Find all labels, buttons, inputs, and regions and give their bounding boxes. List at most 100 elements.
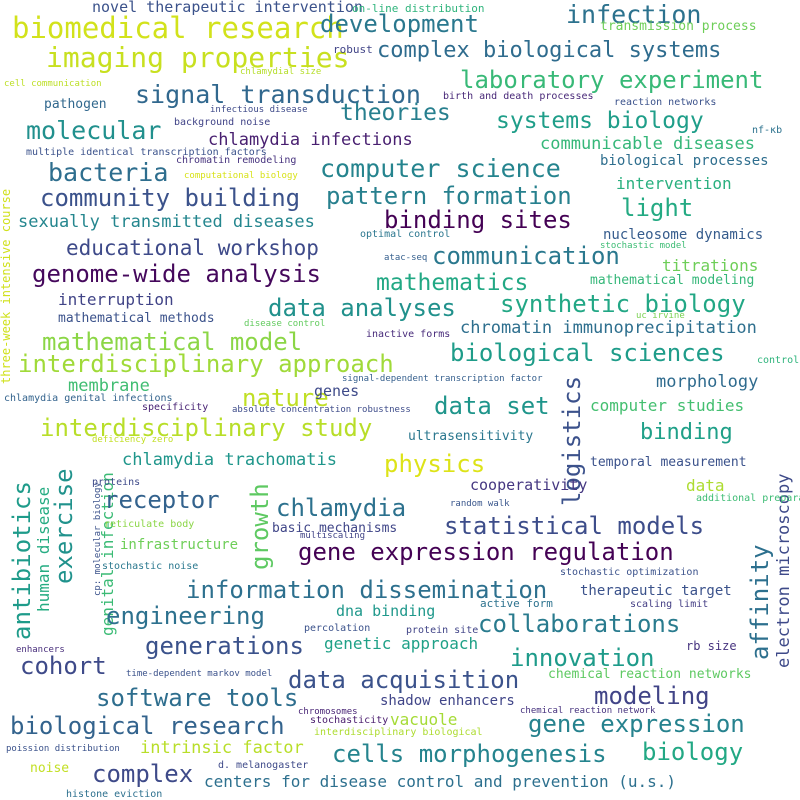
word-mathematical-modeling: mathematical modeling [590, 273, 755, 288]
word-uc-irvine: uc irvine [636, 311, 685, 321]
word-molecular: molecular [26, 116, 162, 145]
word-cells-morphogenesis: cells morphogenesis [332, 740, 607, 768]
word-laboratory-experiment: laboratory experiment [460, 66, 764, 94]
word-binding-sites: binding sites [384, 206, 572, 234]
word-poission-distribution: poission distribution [6, 744, 120, 754]
word-multiple-identical-transcription-factors: multiple identical transcription factors [26, 147, 267, 158]
word-three-week-intensive-course: three-week intensive course [0, 188, 13, 384]
word-background-noise: background noise [174, 117, 271, 128]
word-chlamydial-size: chlamydial size [240, 67, 322, 77]
word-synthetic-biology: synthetic biology [500, 290, 746, 318]
word-biology: biology [642, 738, 744, 766]
word-engineering: engineering [106, 602, 265, 630]
word-antibiotics: antibiotics [8, 481, 36, 640]
word-interruption: interruption [58, 290, 174, 309]
word-growth: growth [246, 483, 274, 570]
word-light: light [621, 194, 694, 222]
word-novel-therapeutic-intervention: novel therapeutic intervention [92, 0, 363, 16]
word-chemical-reaction-networks: chemical reaction networks [548, 667, 752, 682]
word-affinity: affinity [746, 544, 774, 660]
word-systems-biology: systems biology [496, 108, 704, 134]
word-biological-processes: biological processes [600, 153, 769, 169]
word-interdisciplinary-approach: interdisciplinary approach [18, 350, 394, 378]
word-disease-control: disease control [244, 319, 326, 329]
word-on-line-distribution: on-line distribution [352, 2, 485, 15]
word-interdisciplinary-study: interdisciplinary study [40, 414, 373, 442]
word-temporal-measurement: temporal measurement [590, 455, 747, 470]
word-rb-size: rb size [686, 639, 737, 653]
word-scaling-limit: scaling limit [630, 599, 709, 610]
word-gene-expression: gene expression [528, 710, 745, 738]
word-complex-biological-systems: complex biological systems [377, 38, 722, 63]
word-deficiency-zero: deficiency zero [92, 435, 174, 445]
word-random-walk: random walk [450, 499, 510, 509]
word-atac-seq: atac-seq [384, 253, 428, 263]
word-birth-and-death-processes: birth and death processes [443, 91, 594, 102]
word-stochasticity: stochasticity [310, 715, 389, 726]
word-chlamydia-infections: chlamydia infections [208, 130, 413, 150]
word-control: control [757, 355, 800, 366]
word-communicable-diseases: communicable diseases [540, 134, 755, 154]
word-computational-biology: computational biology [184, 171, 298, 181]
word-optimal-control: optimal control [360, 229, 451, 240]
word-robust: robust [333, 43, 373, 56]
word-pathogen: pathogen [44, 97, 107, 112]
word-data-set: data set [434, 392, 550, 420]
word-membrane: membrane [68, 376, 150, 396]
word-protein-site: protein site [406, 625, 479, 636]
word-specificity: specificity [142, 402, 209, 413]
word-innovation: innovation [510, 644, 655, 672]
word-modeling: modeling [594, 682, 710, 710]
word-stochastic-optimization: stochastic optimization [560, 567, 699, 578]
word-stochastic-model: stochastic model [600, 241, 687, 251]
word-information-dissemination: information dissemination [186, 576, 548, 604]
word-histone-eviction: histone eviction [66, 789, 163, 800]
word-statistical-models: statistical models [444, 512, 705, 540]
word-computer-science: computer science [320, 154, 561, 183]
word-chromatin-immunoprecipitation: chromatin immunoprecipitation [460, 318, 757, 338]
word-biomedical-research: biomedical research [12, 11, 344, 45]
word-infection: infection [566, 0, 702, 29]
word-bacteria: bacteria [48, 158, 169, 187]
word-binding: binding [640, 420, 733, 445]
word-genetic-approach: genetic approach [324, 634, 479, 653]
word-chromatin-remodeling: chromatin remodeling [176, 155, 297, 166]
word-software-tools: software tools [96, 684, 299, 712]
word-time-dependent-markov-model: time-dependent markov model [126, 669, 273, 679]
word-transmission-process: transmission process [600, 19, 757, 34]
word-complex: complex [92, 760, 194, 788]
word-proteins: proteins [92, 477, 141, 488]
word-collaborations: collaborations [478, 610, 681, 638]
word-noise: noise [30, 761, 70, 776]
word-development: development [320, 10, 479, 38]
word-morphology: morphology [656, 372, 759, 392]
word-inactive-forms: inactive forms [366, 329, 451, 340]
word-genome-wide-analysis: genome-wide analysis [32, 260, 321, 288]
word-theories: theories [340, 100, 451, 126]
word-reaction-networks: reaction networks [614, 97, 717, 108]
word-physics: physics [384, 450, 486, 478]
word-absolute-concentration-robustness: absolute concentration robustness [232, 405, 411, 415]
word-cooperativity: cooperativity [470, 476, 588, 494]
word-genes: genes [314, 382, 360, 400]
word-pattern-formation: pattern formation [326, 182, 572, 210]
word-data-acquisition: data acquisition [288, 666, 520, 694]
word-basic-mechanisms: basic mechanisms [272, 521, 398, 536]
word-shadow-enhancers: shadow enhancers [380, 693, 515, 709]
word-sexually-transmitted-diseases: sexually transmitted diseases [18, 212, 315, 232]
word-gene-expression-regulation: gene expression regulation [298, 538, 674, 566]
word-computer-studies: computer studies [590, 396, 745, 415]
word-data: data [686, 476, 725, 495]
word-infectious-disease: infectious disease [210, 105, 308, 115]
word-signal-dependent-transcription-factor: signal-dependent transcription factor [342, 374, 543, 384]
word-infrastructure: infrastructure [120, 537, 239, 553]
word-additional-preparation: additional preparation [696, 493, 800, 504]
word-reticulate-body: reticulate body [104, 519, 195, 530]
word-titrations: titrations [662, 256, 759, 275]
word-mathematical-methods: mathematical methods [58, 311, 215, 326]
word-interdisciplinary-biological: interdisciplinary biological [314, 727, 483, 738]
word-ultrasensitivity: ultrasensitivity [408, 429, 534, 444]
word-enhancers: enhancers [16, 645, 65, 655]
word-chlamydia: chlamydia [276, 494, 407, 522]
